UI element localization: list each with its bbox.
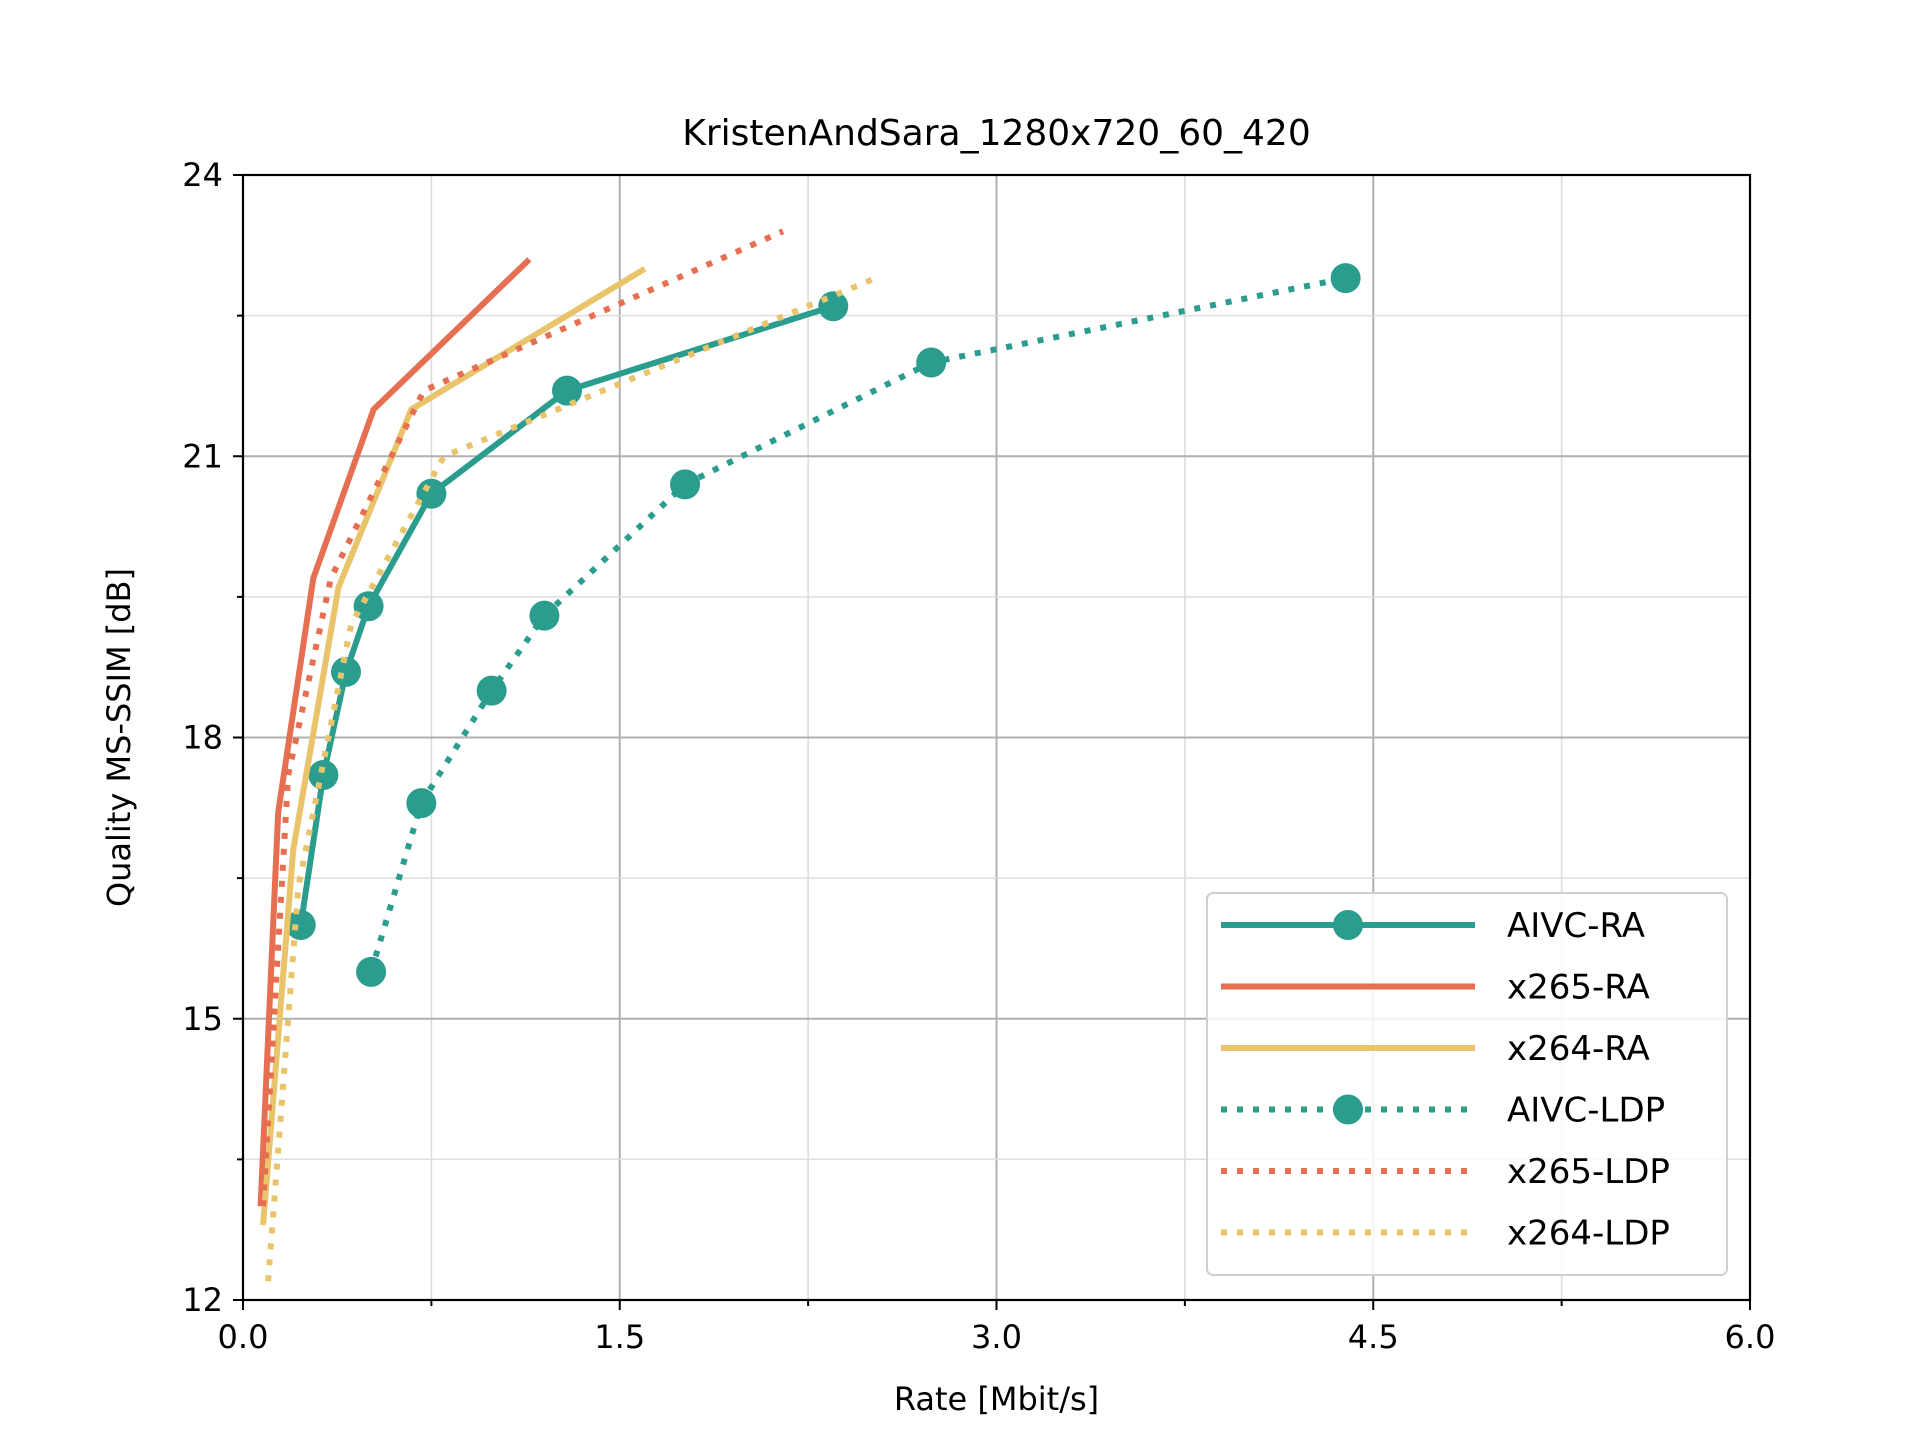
data-point-aivc-ldp	[529, 600, 560, 631]
data-point-aivc-ra	[308, 760, 339, 790]
data-point-aivc-ldp	[476, 675, 507, 706]
y-axis-label: Quality MS-SSIM [dB]	[100, 568, 138, 907]
legend-label-x264-ra: x264-RA	[1507, 1029, 1650, 1069]
data-point-aivc-ra	[353, 591, 384, 622]
data-point-aivc-ldp	[356, 956, 387, 987]
legend: AIVC-RA x265-RA x264-RA AIVC-LDP x265-LDP x26…	[1206, 892, 1728, 1276]
data-point-aivc-ra	[330, 656, 361, 687]
data-point-aivc-ra	[552, 375, 583, 406]
legend-label-x264-ldp: x264-LDP	[1507, 1214, 1670, 1254]
grid	[243, 175, 1750, 1300]
data-point-aivc-ldp	[1330, 263, 1361, 294]
data-point-aivc-ldp	[670, 469, 701, 500]
y-tick-label: 12	[182, 1281, 223, 1319]
x-tick-label: 4.5	[1348, 1318, 1399, 1356]
series-line-x265-ra	[257, 257, 532, 1207]
y-tick-label: 24	[182, 156, 223, 194]
x-tick-label: 3.0	[971, 1318, 1022, 1356]
series-line-x264-ldp	[265, 275, 878, 1282]
data-point-aivc-ra	[818, 291, 849, 322]
series-layer	[257, 228, 1361, 1282]
legend-label-aivc-ra: AIVC-RA	[1507, 906, 1645, 946]
legend-marker-aivc-ra	[1333, 910, 1363, 940]
legend-label-aivc-ldp: AIVC-LDP	[1507, 1091, 1665, 1131]
legend-label-x265-ldp: x265-LDP	[1507, 1152, 1670, 1192]
x-tick-label: 0.0	[218, 1318, 269, 1356]
chart-title: KristenAndSara_1280x720_60_420	[682, 113, 1310, 154]
x-axis-label: Rate [Mbit/s]	[894, 1380, 1099, 1418]
data-point-aivc-ra	[416, 478, 447, 509]
x-tick-label: 6.0	[1725, 1318, 1776, 1356]
legend-label-x265-ra: x265-RA	[1507, 968, 1650, 1008]
y-tick-label: 21	[182, 437, 223, 475]
data-point-aivc-ldp	[406, 788, 437, 819]
data-point-aivc-ldp	[916, 347, 947, 378]
data-point-aivc-ra	[285, 910, 316, 940]
legend-marker-aivc-ldp	[1333, 1094, 1363, 1125]
y-tick-label: 15	[182, 1000, 223, 1038]
axis-ticks: 0.0 1.5 3.0 4.5 6.0 12 15 18 21 24	[182, 156, 1775, 1356]
x-tick-label: 1.5	[594, 1318, 645, 1356]
y-tick-label: 18	[182, 719, 223, 757]
